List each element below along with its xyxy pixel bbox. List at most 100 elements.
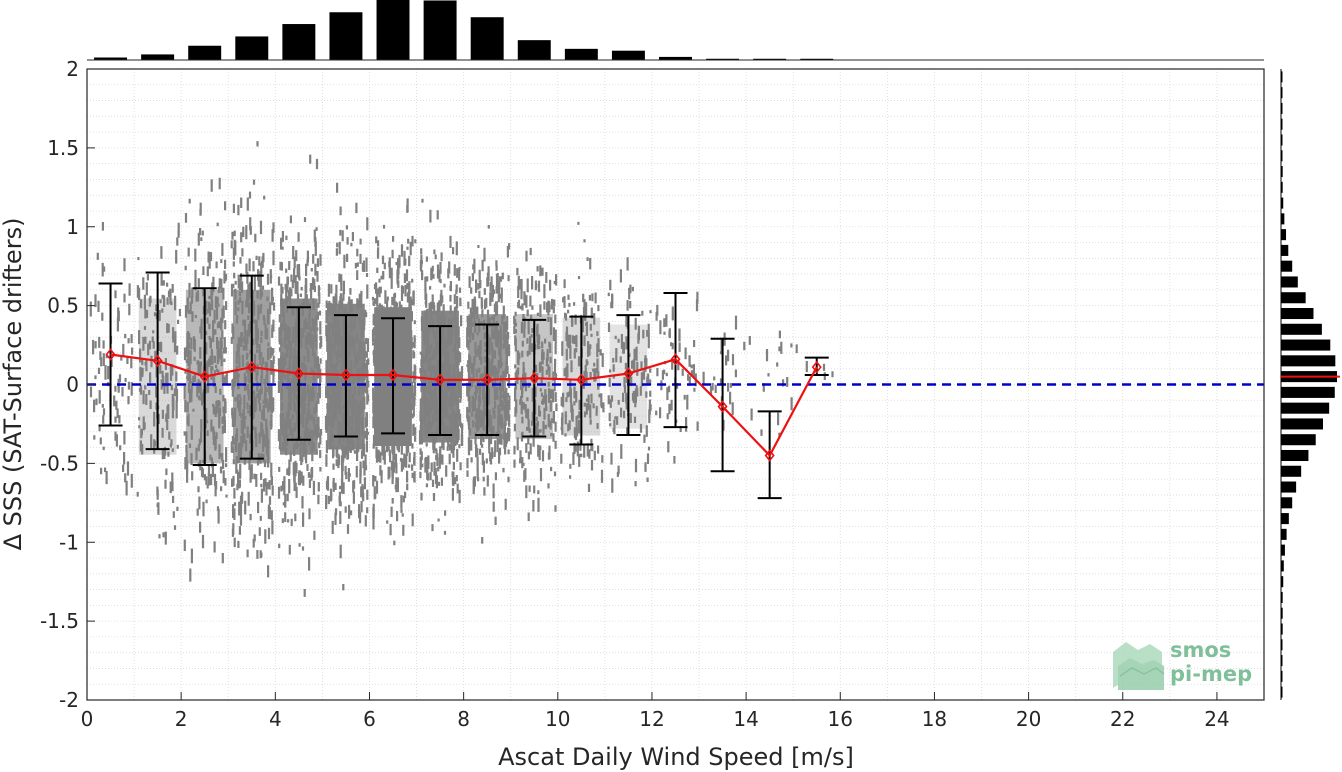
x-tick-label: 2	[175, 707, 188, 731]
y-hist-bar	[1281, 607, 1283, 619]
y-hist-bar	[1281, 229, 1287, 241]
logo-line2: pi-mep	[1170, 662, 1252, 686]
x-tick-label: 14	[733, 707, 758, 731]
y-hist-bar	[1281, 513, 1289, 525]
y-hist-bar	[1281, 150, 1283, 162]
y-tick-label: 2	[66, 57, 79, 81]
mean-point	[435, 373, 446, 387]
y-hist-bar	[1281, 260, 1293, 272]
mean-point	[293, 367, 304, 380]
scatter-points	[607, 257, 652, 493]
y-tick-label: -1	[59, 530, 79, 554]
y-histogram	[1280, 69, 1340, 700]
y-hist-bar	[1281, 307, 1314, 320]
x-histogram	[94, 0, 834, 61]
x-tick-label: 24	[1204, 707, 1229, 731]
mean-point	[529, 371, 540, 385]
y-tick-label: 0	[66, 373, 79, 397]
scatter-points	[324, 182, 370, 591]
x-tick-label: 0	[81, 707, 94, 731]
y-tick-label: -2	[59, 688, 79, 712]
scatter-points	[230, 141, 276, 578]
scatter-points	[560, 221, 605, 492]
y-hist-bar	[1281, 244, 1289, 256]
x-tick-label: 6	[363, 707, 376, 731]
mean-point	[811, 360, 822, 374]
logo-line1: smos	[1170, 638, 1231, 662]
mean-point	[482, 373, 493, 387]
y-hist-bar	[1281, 639, 1283, 651]
mean-point	[576, 373, 587, 387]
y-hist-bar	[1281, 623, 1283, 635]
x-tick-label: 4	[269, 707, 282, 731]
y-hist-bar	[1281, 118, 1283, 130]
x-hist-bar	[564, 48, 598, 60]
mean-point	[340, 368, 351, 382]
y-hist-bar	[1281, 134, 1283, 146]
scatter-points	[277, 154, 323, 597]
y-tick-label: 1	[66, 215, 79, 239]
x-tick-label: 22	[1110, 707, 1135, 731]
y-tick-label: 1.5	[47, 136, 79, 160]
y-hist-bar	[1281, 418, 1323, 430]
scatter-points	[702, 315, 746, 431]
mean-point	[670, 352, 681, 366]
x-hist-bar	[517, 40, 551, 60]
y-tick-label: -0.5	[40, 451, 79, 475]
y-hist-bar	[1281, 276, 1298, 288]
x-tick-label: 16	[828, 707, 853, 731]
y-hist-bar	[1281, 655, 1283, 667]
scatter-points	[513, 247, 558, 522]
error-bar	[710, 337, 735, 473]
mean-point	[199, 370, 210, 383]
mean-point	[246, 360, 257, 374]
y-tick-labels: -2 -1.5 -1 -0.5 0 0.5 1 1.5 2	[40, 57, 95, 712]
y-hist-bar	[1281, 670, 1283, 682]
y-hist-bar	[1281, 102, 1283, 114]
y-hist-bar	[1281, 181, 1283, 193]
scatter-points	[136, 222, 181, 545]
y-hist-bar	[1281, 355, 1336, 367]
x-tick-label: 12	[639, 707, 664, 731]
mean-point	[105, 348, 116, 361]
y-hist-bar	[1281, 528, 1287, 540]
x-tick-label: 20	[1016, 707, 1041, 731]
x-hist-bar	[282, 24, 316, 60]
mean-point	[387, 368, 399, 382]
logo-wave-icon	[1113, 642, 1165, 690]
mean-point	[764, 449, 775, 462]
x-hist-bar	[94, 57, 128, 60]
y-hist-bar	[1281, 591, 1283, 603]
smos-pimep-logo: smos pi-mep	[1113, 638, 1252, 690]
x-hist-bar	[235, 36, 269, 60]
x-hist-bar	[329, 12, 363, 60]
y-hist-bar	[1281, 323, 1322, 335]
y-hist-bar	[1281, 497, 1293, 509]
y-axis-title: Δ SSS (SAT-Surface drifters)	[0, 218, 27, 551]
mean-line	[110, 353, 818, 458]
mean-point	[152, 354, 163, 368]
x-tick-label: 10	[545, 707, 570, 731]
x-tick-label: 18	[922, 707, 947, 731]
mean-point	[623, 367, 634, 380]
scatter-points	[655, 291, 699, 464]
y-tick-label: -1.5	[40, 609, 79, 633]
y-hist-bar	[1281, 449, 1309, 462]
y-hist-bar	[1281, 87, 1283, 99]
y-hist-bar	[1281, 402, 1330, 414]
y-hist-bar	[1281, 560, 1284, 572]
x-hist-bar	[141, 54, 175, 60]
x-hist-bar	[423, 0, 457, 61]
y-hist-bar	[1281, 292, 1306, 304]
scatter-points	[371, 198, 417, 546]
x-hist-bar	[376, 0, 410, 60]
error-bar	[616, 314, 641, 436]
y-hist-bar	[1281, 544, 1285, 556]
x-hist-bar	[611, 50, 645, 60]
y-hist-bar	[1281, 481, 1297, 493]
y-hist-bar	[1281, 465, 1302, 477]
y-hist-bar	[1281, 434, 1316, 446]
x-hist-bar	[470, 17, 504, 60]
x-axis-title: Ascat Daily Wind Speed [m/s]	[498, 743, 854, 771]
x-hist-bar	[188, 45, 222, 60]
